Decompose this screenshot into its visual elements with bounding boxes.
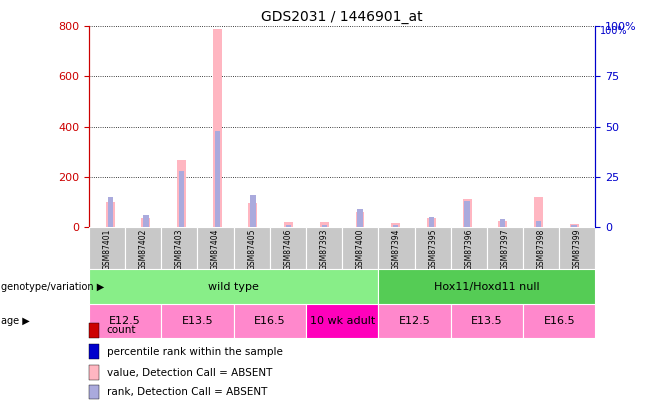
Bar (322, 225, 327, 227)
Bar (487, 227, 523, 269)
Bar (197, 227, 234, 269)
Text: GSM87405: GSM87405 (247, 229, 256, 271)
Text: Hox11/Hoxd11 null: Hox11/Hoxd11 null (434, 281, 540, 292)
Bar (89, 227, 125, 269)
Bar (306, 227, 342, 269)
Text: E12.5: E12.5 (399, 316, 430, 326)
Bar (571, 225, 577, 227)
Bar (465, 201, 470, 227)
Bar (523, 304, 595, 338)
Bar (125, 227, 161, 269)
Bar (428, 217, 434, 227)
Bar (523, 227, 559, 269)
Bar (451, 227, 487, 269)
Text: GSM87401: GSM87401 (103, 229, 111, 270)
Bar (378, 227, 415, 269)
Text: E13.5: E13.5 (471, 316, 503, 326)
Bar (249, 203, 257, 227)
Bar (355, 212, 365, 227)
Bar (89, 385, 99, 399)
Text: GSM87403: GSM87403 (175, 229, 184, 271)
Text: GSM87400: GSM87400 (356, 229, 365, 271)
Bar (378, 269, 595, 304)
Bar (270, 227, 306, 269)
Bar (536, 221, 541, 227)
Bar (320, 222, 329, 227)
Bar (427, 218, 436, 227)
Text: genotype/variation ▶: genotype/variation ▶ (1, 281, 104, 292)
Text: age ▶: age ▶ (1, 316, 30, 326)
Bar (177, 160, 186, 227)
Bar (89, 365, 99, 380)
Bar (284, 222, 293, 227)
Text: GSM87404: GSM87404 (211, 229, 220, 271)
Bar (250, 195, 256, 227)
Bar (141, 218, 151, 227)
Bar (378, 304, 451, 338)
Text: 100%: 100% (599, 26, 627, 36)
Bar (415, 227, 451, 269)
Text: GSM87402: GSM87402 (139, 229, 147, 270)
Text: 10 wk adult: 10 wk adult (309, 316, 375, 326)
Text: value, Detection Call = ABSENT: value, Detection Call = ABSENT (107, 368, 272, 377)
Text: E12.5: E12.5 (109, 316, 141, 326)
Text: E13.5: E13.5 (182, 316, 213, 326)
Text: GSM87394: GSM87394 (392, 229, 401, 271)
Bar (342, 227, 378, 269)
Text: percentile rank within the sample: percentile rank within the sample (107, 347, 282, 356)
Text: GSM87393: GSM87393 (320, 229, 328, 271)
Bar (286, 225, 291, 227)
Bar (306, 304, 378, 338)
Bar (161, 304, 234, 338)
Bar (89, 269, 378, 304)
Bar (357, 209, 363, 227)
Bar (393, 225, 398, 227)
Text: rank, Detection Call = ABSENT: rank, Detection Call = ABSENT (107, 387, 267, 397)
Bar (392, 223, 400, 227)
Bar (498, 221, 507, 227)
Bar (463, 199, 472, 227)
Text: GSM87398: GSM87398 (537, 229, 545, 270)
Bar (213, 29, 222, 227)
Bar (143, 215, 149, 227)
Bar (161, 227, 197, 269)
Text: GSM87395: GSM87395 (428, 229, 437, 271)
Bar (89, 344, 99, 359)
Bar (451, 304, 523, 338)
Bar (215, 130, 220, 227)
Text: GSM87396: GSM87396 (465, 229, 473, 271)
Text: GSM87399: GSM87399 (573, 229, 582, 271)
Text: wild type: wild type (208, 281, 259, 292)
Text: E16.5: E16.5 (544, 316, 575, 326)
Bar (500, 219, 505, 227)
Text: E16.5: E16.5 (254, 316, 286, 326)
Bar (179, 171, 184, 227)
Bar (106, 202, 114, 227)
Text: count: count (107, 326, 136, 335)
Text: GSM87406: GSM87406 (284, 229, 292, 271)
Text: GSM87397: GSM87397 (501, 229, 509, 271)
Bar (107, 197, 113, 227)
Bar (89, 304, 161, 338)
Bar (570, 224, 578, 227)
Bar (234, 227, 270, 269)
Title: GDS2031 / 1446901_at: GDS2031 / 1446901_at (261, 10, 423, 24)
Bar (559, 227, 595, 269)
Bar (534, 197, 543, 227)
Bar (89, 323, 99, 338)
Bar (234, 304, 306, 338)
